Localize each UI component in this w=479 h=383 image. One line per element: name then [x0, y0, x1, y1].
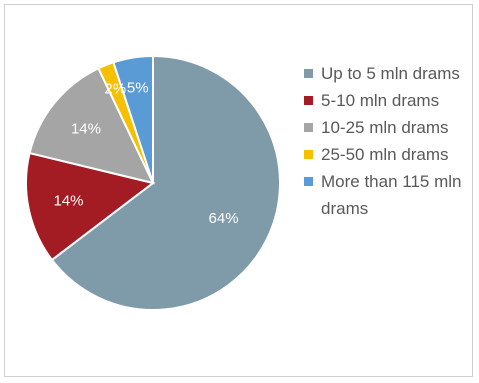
- data-label-up-to-5: 64%: [209, 210, 239, 227]
- data-label-25-50: 2%: [104, 81, 126, 98]
- pie-slice-more-than-115: [112, 54, 154, 184]
- legend-swatch-up-to-5: [304, 69, 313, 78]
- pie-slice-5-10: [25, 151, 156, 262]
- legend-label-more-than-115: More than 115 mln drams: [321, 172, 462, 218]
- data-label-10-25: 14%: [71, 121, 101, 138]
- legend: Up to 5 mln drams 5-10 mln drams 10-25 m…: [304, 60, 464, 222]
- legend-item-more-than-115: More than 115 mln drams: [304, 168, 464, 222]
- legend-item-25-50: 25-50 mln drams: [304, 141, 464, 168]
- legend-label-up-to-5: Up to 5 mln drams: [321, 64, 460, 83]
- pie-slice-up-to-5: [50, 54, 281, 311]
- legend-swatch-5-10: [304, 96, 313, 105]
- pie-slice-10-25: [28, 66, 155, 185]
- legend-label-10-25: 10-25 mln drams: [321, 118, 449, 137]
- legend-item-10-25: 10-25 mln drams: [304, 114, 464, 141]
- legend-label-25-50: 25-50 mln drams: [321, 145, 449, 164]
- legend-label-5-10: 5-10 mln drams: [321, 91, 440, 110]
- legend-swatch-more-than-115: [304, 177, 313, 186]
- legend-item-up-to-5: Up to 5 mln drams: [304, 60, 464, 87]
- data-label-5-10: 14%: [53, 193, 83, 210]
- data-label-more-than-115: 5%: [127, 80, 149, 97]
- legend-swatch-10-25: [304, 123, 313, 132]
- legend-swatch-25-50: [304, 150, 313, 159]
- legend-item-5-10: 5-10 mln drams: [304, 87, 464, 114]
